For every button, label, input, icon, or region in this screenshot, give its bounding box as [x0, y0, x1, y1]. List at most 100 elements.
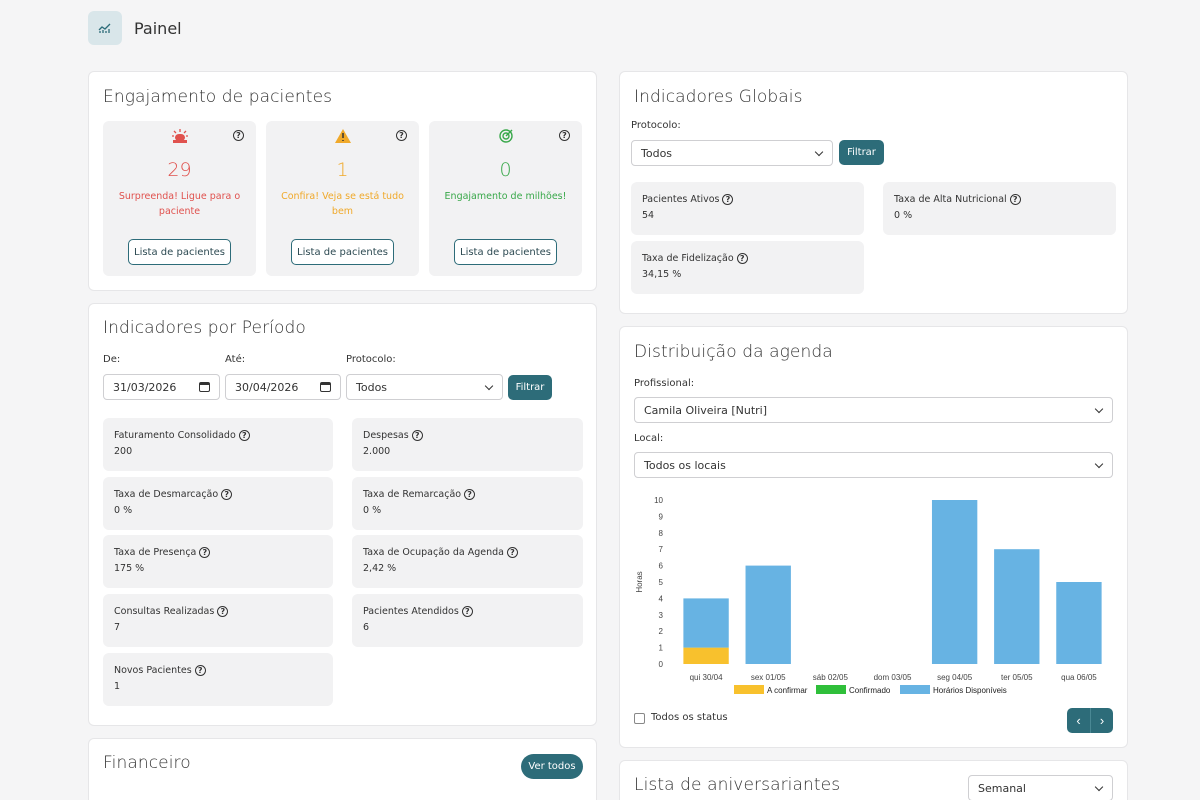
chevron-right-icon[interactable]: ›	[1090, 708, 1113, 733]
metric-value: 2.000	[363, 446, 391, 457]
help-icon[interactable]: ?	[221, 489, 233, 500]
birthday-period-select[interactable]: Semanal	[968, 775, 1113, 800]
engagement-message: Confira! Veja se está tudo bem	[281, 191, 404, 217]
chevron-left-icon[interactable]: ‹	[1067, 708, 1090, 733]
metric-value: 175 %	[114, 563, 145, 574]
help-icon[interactable]: ?	[461, 606, 473, 617]
bar-horários-disponíveis	[931, 500, 978, 664]
legend-swatch	[816, 685, 846, 694]
metric-value: 0 %	[894, 210, 913, 221]
chart-nav: ‹ ›	[1067, 708, 1113, 733]
y-tick-label: 5	[659, 578, 664, 587]
metric-label: Pacientes Atendidos	[363, 606, 459, 617]
metric-label: Consultas Realizadas	[114, 606, 215, 617]
help-icon[interactable]: ?	[396, 130, 407, 141]
legend-label: Horários Disponíveis	[933, 686, 1007, 695]
metric-value: 200	[114, 446, 133, 457]
metric-value: 0 %	[114, 505, 133, 516]
metric-card: Despesas? 2.000	[352, 418, 583, 471]
bar-a-confirmar	[683, 647, 729, 664]
professional-label: Profissional:	[634, 378, 695, 389]
patient-list-button[interactable]: Lista de pacientes	[128, 239, 231, 265]
metric-label: Taxa de Remarcação	[363, 489, 462, 500]
metric-label: Taxa de Presença	[114, 547, 197, 558]
metric-card: Taxa de Remarcação? 0 %	[352, 477, 583, 530]
global-title: Indicadores Globais	[634, 87, 803, 107]
global-filter-button[interactable]: Filtrar	[839, 140, 884, 165]
metric-value: 0 %	[363, 505, 382, 516]
metric-label: Taxa de Desmarcação	[114, 489, 219, 500]
metric-label: Pacientes Ativos	[642, 194, 720, 205]
help-icon[interactable]: ?	[411, 430, 423, 441]
help-icon[interactable]: ?	[199, 547, 211, 558]
metric-card: Taxa de Presença? 175 %	[103, 535, 333, 588]
all-status-checkbox[interactable]	[634, 713, 645, 724]
metric-card: Taxa de Fidelização? 34,15 %	[631, 241, 864, 294]
patient-list-button[interactable]: Lista de pacientes	[454, 239, 557, 265]
metric-card: Faturamento Consolidado? 200	[103, 418, 333, 471]
help-icon[interactable]: ?	[559, 130, 570, 141]
protocol-select[interactable]: Todos	[631, 140, 833, 166]
help-icon[interactable]: ?	[217, 606, 229, 617]
chevron-down-icon	[1094, 404, 1104, 414]
help-icon[interactable]: ?	[233, 130, 244, 141]
chart-icon	[88, 11, 122, 45]
x-tick-label: ter 05/05	[1001, 673, 1033, 682]
y-tick-label: 6	[659, 562, 664, 571]
professional-select[interactable]: Camila Oliveira [Nutri]	[634, 397, 1113, 423]
financial-card: Financeiro Ver todos	[88, 738, 597, 800]
metric-card: Pacientes Atendidos? 6	[352, 594, 583, 647]
engagement-count: 29	[167, 159, 192, 181]
bar-horários-disponíveis	[745, 565, 791, 664]
calendar-icon[interactable]	[320, 382, 331, 392]
to-date-input[interactable]: 30/04/2026	[225, 374, 341, 400]
metric-value: 34,15 %	[642, 269, 682, 280]
metric-value: 7	[114, 622, 121, 633]
calendar-icon[interactable]	[199, 382, 210, 392]
y-tick-label: 10	[654, 496, 663, 505]
bar-horários-disponíveis	[683, 598, 729, 648]
chevron-down-icon	[1094, 459, 1104, 469]
period-title: Indicadores por Período	[103, 318, 306, 338]
warning-icon	[266, 129, 419, 147]
alarm-icon	[103, 129, 256, 147]
help-icon[interactable]: ?	[194, 665, 206, 676]
legend-swatch	[900, 685, 930, 694]
metric-value: 1	[114, 681, 121, 692]
y-tick-label: 4	[659, 594, 664, 603]
patient-list-button[interactable]: Lista de pacientes	[291, 239, 394, 265]
from-date-value: 31/03/2026	[113, 380, 177, 394]
metric-label: Taxa de Alta Nutricional	[894, 194, 1007, 205]
help-icon[interactable]: ?	[722, 194, 734, 205]
metric-card: Pacientes Ativos? 54	[631, 182, 864, 235]
help-icon[interactable]: ?	[464, 489, 476, 500]
metric-card: Taxa de Desmarcação? 0 %	[103, 477, 333, 530]
agenda-distribution-card: Distribuição da agenda Profissional: Cam…	[619, 326, 1128, 748]
help-icon[interactable]: ?	[736, 253, 748, 264]
x-tick-label: qui 30/04	[690, 673, 723, 682]
protocol-select[interactable]: Todos	[346, 374, 503, 400]
period-filter-button[interactable]: Filtrar	[508, 375, 552, 400]
metric-label: Novos Pacientes	[114, 665, 192, 676]
professional-value: Camila Oliveira [Nutri]	[644, 403, 768, 417]
y-tick-label: 3	[659, 611, 664, 620]
view-all-button[interactable]: Ver todos	[521, 754, 583, 779]
chevron-down-icon	[484, 381, 494, 391]
metric-card: Taxa de Alta Nutricional? 0 %	[883, 182, 1116, 235]
metric-label: Despesas	[363, 430, 409, 441]
to-label: Até:	[225, 354, 246, 365]
help-icon[interactable]: ?	[506, 547, 518, 558]
x-tick-label: dom 03/05	[874, 673, 912, 682]
protocol-value: Todos	[356, 380, 388, 394]
engagement-count: 0	[499, 159, 512, 181]
financial-title: Financeiro	[103, 753, 191, 773]
page-header: Painel	[88, 11, 182, 45]
from-date-input[interactable]: 31/03/2026	[103, 374, 220, 400]
legend-swatch	[734, 685, 764, 694]
y-tick-label: 2	[659, 627, 664, 636]
location-select[interactable]: Todos os locais	[634, 452, 1113, 478]
metric-label: Faturamento Consolidado	[114, 430, 236, 441]
help-icon[interactable]: ?	[1009, 194, 1021, 205]
help-icon[interactable]: ?	[238, 430, 250, 441]
engagement-card: Engajamento de pacientes ? 29 Surpreenda…	[88, 71, 597, 291]
